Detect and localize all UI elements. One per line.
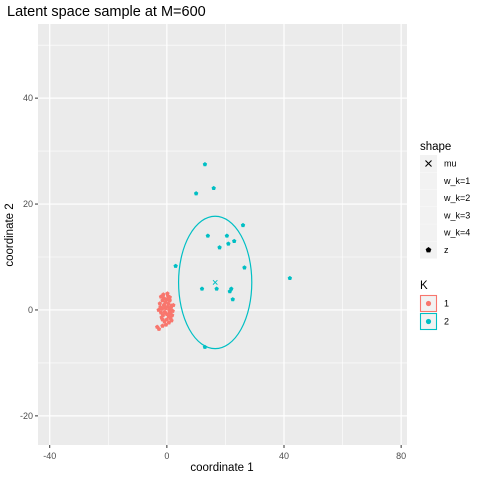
- x-axis: -40 0 40 80: [43, 445, 406, 461]
- data-point-cluster-2: [226, 241, 231, 246]
- shape-legend-key: [420, 224, 437, 242]
- shape-legend-label: w_k=3: [443, 210, 470, 220]
- data-point-cluster-1: [156, 326, 162, 331]
- data-point-cluster-1: [162, 302, 167, 307]
- plot-panel: [38, 24, 407, 445]
- data-point-cluster-1: [156, 307, 161, 312]
- x-axis-label: coordinate 1: [190, 462, 253, 474]
- data-point-cluster-2: [227, 289, 233, 294]
- shape-legend-label: w_k=2: [443, 193, 470, 203]
- data-point-cluster-1: [159, 315, 164, 320]
- y-axis-label: coordinate 2: [4, 203, 16, 266]
- x-tick-label: 40: [279, 451, 289, 461]
- color-legend-label: 1: [444, 299, 449, 309]
- data-point-cluster-2: [232, 238, 237, 243]
- data-point-cluster-2: [199, 286, 205, 291]
- data-point-cluster-2: [287, 275, 293, 281]
- shape-legend-label: w_k=4: [443, 228, 470, 238]
- data-point-cluster-1: [165, 291, 170, 296]
- color-legend-swatch: [425, 300, 432, 307]
- shape-legend-label: z: [444, 245, 449, 255]
- legend-pentagon-symbol: [425, 247, 432, 253]
- cluster-ellipse: [177, 215, 253, 350]
- data-point-cluster-2: [240, 222, 246, 228]
- data-point-cluster-1: [159, 306, 165, 311]
- minor-gridlines: [38, 24, 407, 445]
- data-point-cluster-1: [169, 312, 175, 318]
- y-tick-label: 20: [23, 199, 33, 209]
- y-axis: -20 0 20 40: [20, 93, 38, 421]
- data-point-cluster-1: [166, 301, 171, 306]
- data-point-cluster-1: [171, 302, 176, 308]
- cluster-ellipse-layer: [177, 215, 253, 350]
- y-tick-label: 40: [23, 93, 33, 103]
- data-point-cluster-1: [160, 323, 165, 328]
- data-point-cluster-2: [230, 297, 235, 302]
- data-point-cluster-2: [202, 162, 208, 167]
- color-legend-label: 2: [444, 317, 449, 327]
- data-point-cluster-2: [211, 185, 216, 191]
- mu-marker: [212, 279, 218, 285]
- data-point-cluster-2: [193, 191, 199, 196]
- chart-title: Latent space sample at M=600: [7, 4, 206, 20]
- mu-layer: [212, 279, 218, 285]
- legend-x-symbol: [425, 160, 432, 167]
- major-gridlines: [38, 24, 407, 445]
- data-point-cluster-2: [173, 263, 178, 268]
- points-layer: [155, 162, 293, 349]
- data-point-cluster-1: [157, 301, 163, 306]
- shape-legend-label: mu: [444, 159, 457, 169]
- y-tick-label: 0: [28, 305, 33, 315]
- shape-legend-key: [420, 189, 437, 207]
- color-legend-title: K: [420, 280, 428, 292]
- data-point-cluster-2: [202, 344, 208, 349]
- data-point-cluster-1: [164, 317, 170, 322]
- mu-marker-stroke: [212, 279, 218, 285]
- color-legend-swatch: [425, 318, 432, 325]
- data-point-cluster-1: [165, 304, 170, 309]
- data-point-cluster-2: [214, 286, 219, 291]
- shape-legend: shape mu w_k=1 w_k=2 w_k=3 w_k=4z: [420, 141, 470, 259]
- data-point-cluster-1: [163, 322, 169, 327]
- x-tick-label: 80: [396, 451, 406, 461]
- shape-legend-label: w_k=1: [443, 176, 470, 186]
- data-point-cluster-2: [224, 233, 230, 238]
- data-point-cluster-2: [205, 233, 211, 238]
- shape-legend-key: [420, 172, 437, 190]
- x-tick-label: 0: [164, 451, 169, 461]
- color-legend: K 1 2: [419, 280, 449, 331]
- data-point-cluster-1: [167, 294, 172, 300]
- shape-legend-key: [420, 206, 437, 224]
- y-tick-label: -20: [20, 411, 33, 421]
- x-tick-label: -40: [43, 451, 56, 461]
- data-point-cluster-1: [167, 309, 172, 314]
- data-point-cluster-2: [217, 245, 222, 250]
- data-point-cluster-1: [167, 298, 172, 303]
- data-point-cluster-1: [161, 292, 166, 297]
- data-point-cluster-2: [242, 265, 247, 270]
- shape-legend-title: shape: [420, 141, 451, 153]
- data-point-cluster-1: [169, 318, 174, 323]
